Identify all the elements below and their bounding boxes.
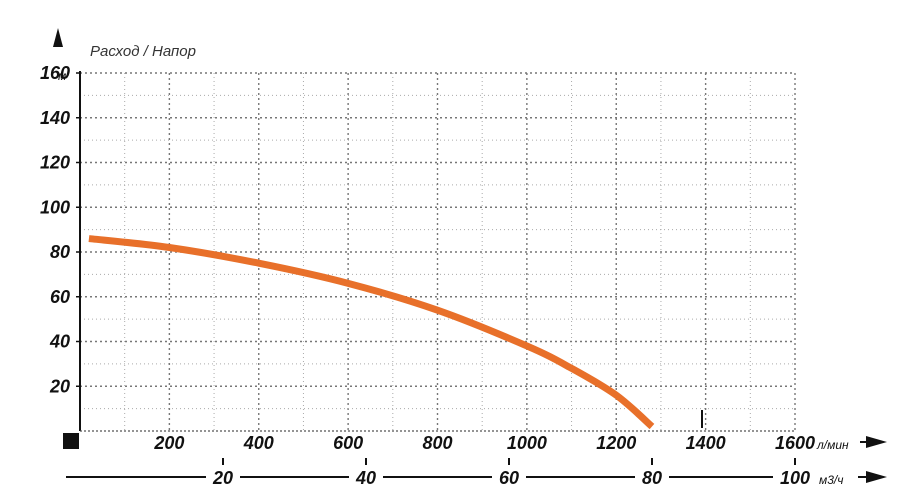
y-tick-label: 120 [40, 153, 70, 173]
x-tick-label: 400 [243, 433, 274, 453]
y-axis-ticks: 160 140 120 100 80 60 40 20 [40, 63, 80, 396]
x2-tick-bg [773, 467, 817, 487]
y-tick-label: 80 [50, 242, 70, 262]
x-tick-label: 600 [333, 433, 363, 453]
x2-tick-bg [349, 467, 383, 487]
x-tick-label: 1600 [775, 433, 815, 453]
y-unit-label: м [58, 69, 66, 83]
y-tick-label: 160 [40, 63, 70, 83]
x2-tick-bg [206, 467, 240, 487]
x2-tick-label: 80 [642, 468, 662, 488]
x2-axis-arrow-icon [866, 471, 887, 483]
series-line [88, 235, 655, 430]
x-tick-label: 1200 [596, 433, 636, 453]
axes [66, 71, 887, 483]
series-layer [88, 235, 655, 430]
y-axis-arrow-icon [53, 28, 63, 47]
x2-axis-ticks: 20 40 60 80 100 [206, 458, 817, 488]
x2-tick-label: 40 [355, 468, 376, 488]
x-tick-label: 800 [422, 433, 452, 453]
x2-tick-bg [635, 467, 669, 487]
x2-tick-label: 60 [499, 468, 519, 488]
x-axis-arrow-icon [866, 436, 887, 448]
chart-title: Расход / Напор [90, 43, 196, 60]
x2-tick-bg [492, 467, 526, 487]
x2-unit-label: м3/ч [819, 473, 843, 487]
origin-square [63, 433, 79, 449]
y-tick-label: 20 [49, 376, 70, 396]
x-tick-label: 200 [153, 433, 184, 453]
y-tick-label: 140 [40, 108, 70, 128]
x2-tick-label: 100 [780, 468, 810, 488]
y-tick-label: 40 [49, 332, 70, 352]
x2-tick-label: 20 [212, 468, 233, 488]
x-axis-ticks: 200 400 600 800 1000 1200 1400 1600 [153, 433, 815, 453]
y-tick-label: 60 [50, 287, 70, 307]
x-tick-label: 1400 [686, 433, 726, 453]
x-tick-label: 1000 [507, 433, 547, 453]
y-tick-label: 100 [40, 197, 70, 217]
grid [80, 72, 796, 431]
x-unit-label: л/мин [816, 438, 849, 452]
